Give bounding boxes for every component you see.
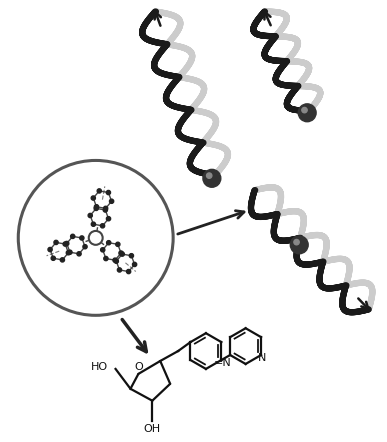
Circle shape bbox=[68, 250, 72, 254]
Circle shape bbox=[117, 268, 122, 272]
Circle shape bbox=[101, 248, 105, 252]
Circle shape bbox=[94, 205, 99, 209]
Circle shape bbox=[106, 217, 111, 221]
Text: O: O bbox=[134, 362, 143, 372]
Circle shape bbox=[302, 107, 307, 113]
Circle shape bbox=[110, 199, 114, 203]
Circle shape bbox=[88, 213, 92, 217]
Circle shape bbox=[127, 270, 131, 274]
Circle shape bbox=[116, 242, 120, 247]
Circle shape bbox=[70, 234, 75, 239]
Circle shape bbox=[106, 191, 111, 194]
Circle shape bbox=[66, 251, 70, 255]
Circle shape bbox=[48, 248, 52, 251]
Circle shape bbox=[94, 206, 98, 210]
Text: HO: HO bbox=[91, 362, 108, 372]
Circle shape bbox=[119, 251, 123, 255]
Circle shape bbox=[298, 104, 316, 122]
Circle shape bbox=[106, 240, 111, 245]
Circle shape bbox=[290, 236, 308, 254]
Circle shape bbox=[91, 222, 96, 226]
Circle shape bbox=[120, 252, 124, 256]
Text: =N: =N bbox=[214, 358, 231, 368]
Circle shape bbox=[104, 256, 108, 261]
Circle shape bbox=[77, 251, 81, 256]
Circle shape bbox=[91, 196, 96, 200]
Circle shape bbox=[203, 169, 221, 187]
Circle shape bbox=[54, 240, 58, 244]
Text: OH: OH bbox=[144, 424, 161, 434]
Circle shape bbox=[65, 241, 69, 246]
Circle shape bbox=[103, 206, 108, 210]
Circle shape bbox=[114, 259, 118, 263]
Text: N: N bbox=[258, 353, 266, 363]
Circle shape bbox=[80, 236, 84, 240]
Circle shape bbox=[63, 242, 67, 246]
Circle shape bbox=[89, 231, 103, 245]
Circle shape bbox=[101, 224, 104, 228]
Circle shape bbox=[83, 244, 87, 249]
Circle shape bbox=[51, 256, 55, 260]
Circle shape bbox=[113, 258, 117, 262]
Circle shape bbox=[60, 258, 65, 262]
Circle shape bbox=[18, 160, 173, 315]
Circle shape bbox=[294, 240, 299, 245]
Circle shape bbox=[132, 263, 137, 267]
Circle shape bbox=[103, 208, 108, 212]
Circle shape bbox=[207, 173, 212, 178]
Circle shape bbox=[129, 254, 134, 258]
Circle shape bbox=[97, 189, 101, 193]
